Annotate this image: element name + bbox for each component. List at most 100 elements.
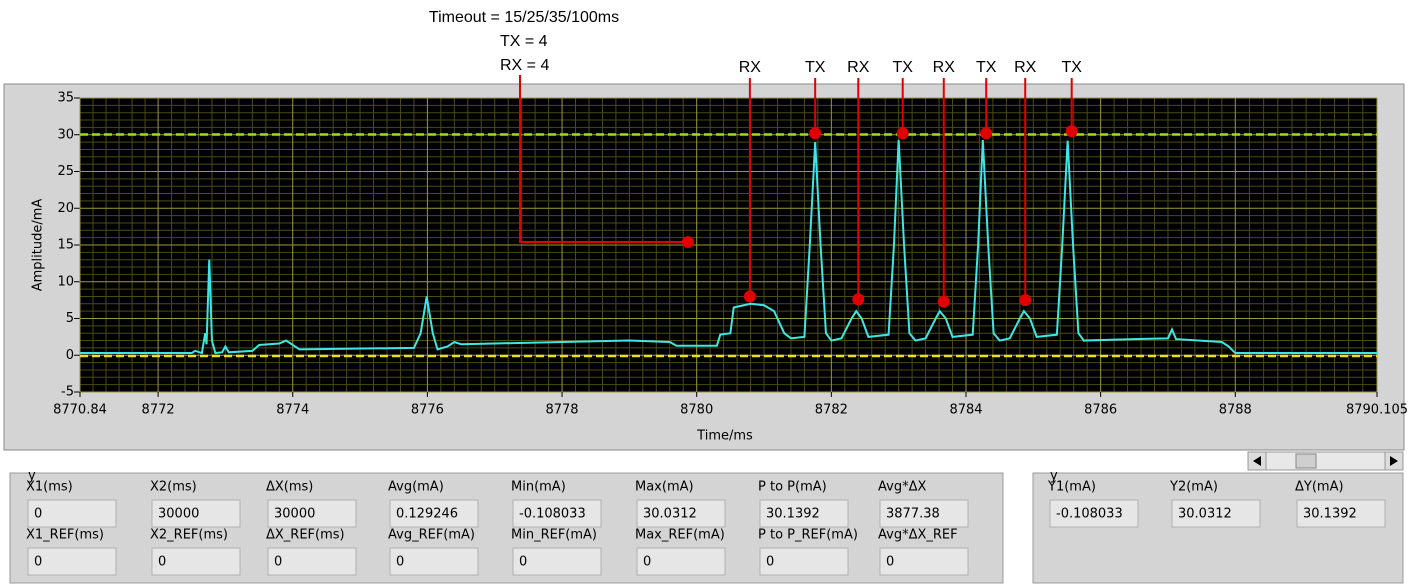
- x-axis-label: Time/ms: [696, 429, 753, 444]
- x-tick-label: 8786: [1084, 403, 1117, 418]
- field-box: [759, 547, 849, 576]
- annotation-label: TX: [892, 59, 913, 76]
- x-tick-label: 8780: [680, 403, 713, 418]
- y-tick-label: 0: [66, 348, 74, 363]
- field-box: [512, 499, 602, 528]
- annotation-point: [1019, 294, 1032, 307]
- field-value: -0.108033: [1056, 507, 1123, 522]
- field-label: X1_REF(ms): [26, 528, 104, 543]
- field-label: Avg_REF(mA): [388, 528, 475, 543]
- scroll-track[interactable]: [1247, 451, 1404, 471]
- y-tick-label: 25: [57, 164, 74, 179]
- field-value: 0: [34, 507, 42, 522]
- field-value: 0.129246: [396, 507, 458, 522]
- field-box: [1049, 499, 1139, 528]
- field-box: [151, 499, 241, 528]
- y-tick-label: 15: [57, 238, 74, 253]
- field-box: [267, 499, 357, 528]
- field-value: 0: [274, 555, 282, 570]
- annotation-label: TX: [976, 59, 997, 76]
- field-label: Avg*ΔX: [878, 480, 926, 495]
- field-label: Avg(mA): [388, 480, 444, 495]
- field-label: Y2(mA): [1169, 480, 1218, 495]
- field-box: [27, 499, 117, 528]
- note-line: Timeout = 15/25/35/100ms: [429, 9, 619, 26]
- field-value: 0: [396, 555, 404, 570]
- annotation-label: RX: [847, 59, 870, 76]
- field-box: [389, 499, 479, 528]
- field-label: Y1(mA): [1047, 480, 1096, 495]
- field-box: [1171, 499, 1261, 528]
- annotation-label: RX: [1014, 59, 1037, 76]
- field-label: X2_REF(ms): [150, 528, 228, 543]
- note-leader: [519, 75, 688, 244]
- annotation-point: [896, 127, 909, 140]
- field-value: -0.108033: [519, 507, 586, 522]
- annotation-point: [937, 295, 950, 308]
- field-label: P to P_REF(mA): [758, 528, 858, 543]
- field-box: [389, 547, 479, 576]
- y-axis-label: Amplitude/mA: [31, 199, 46, 292]
- field-label: Min(mA): [511, 480, 566, 495]
- scrollbar[interactable]: [1247, 451, 1404, 471]
- arrow-right: [1390, 456, 1398, 466]
- field-box: [27, 547, 117, 576]
- y-tick-label: 35: [57, 91, 74, 106]
- field-value: 0: [519, 555, 527, 570]
- field-box: [879, 499, 969, 528]
- field-box: [759, 499, 849, 528]
- field-label: Avg*ΔX_REF: [878, 528, 958, 543]
- field-label: X2(ms): [150, 480, 197, 495]
- arrow-left: [1253, 456, 1261, 466]
- x-tick-label: 8770.84: [53, 403, 107, 418]
- field-value: 30.0312: [1178, 507, 1232, 522]
- y-tick-label: 20: [57, 201, 74, 216]
- x-tick-label: 8776: [411, 403, 444, 418]
- y-tick-label: 5: [66, 311, 74, 326]
- field-value: 30000: [158, 507, 199, 522]
- field-label: ΔY(mA): [1295, 480, 1344, 495]
- group-label: y: [1050, 469, 1058, 484]
- group-label: y: [28, 469, 36, 484]
- field-label: Max(mA): [635, 480, 694, 495]
- field-value: 30.0312: [643, 507, 697, 522]
- note-line: RX = 4: [500, 57, 549, 74]
- y-tick-label: -5: [61, 385, 74, 400]
- x-tick-label: 8774: [276, 403, 309, 418]
- field-value: 0: [886, 555, 894, 570]
- field-label: Min_REF(mA): [511, 528, 597, 543]
- field-value: 0: [766, 555, 774, 570]
- x-tick-label: 8772: [142, 403, 175, 418]
- x-tick-label: 8784: [949, 403, 982, 418]
- y-tick-label: 10: [57, 274, 74, 289]
- field-label: ΔX(ms): [266, 480, 313, 495]
- field-label: Max_REF(mA): [635, 528, 725, 543]
- field-label: ΔX_REF(ms): [266, 528, 345, 543]
- y-tick-label: 30: [57, 127, 74, 142]
- field-box: [512, 547, 602, 576]
- x-tick-label: 8778: [545, 403, 578, 418]
- note-point: [681, 236, 694, 249]
- field-box: [151, 547, 241, 576]
- scroll-thumb[interactable]: [1295, 453, 1317, 469]
- field-label: X1(ms): [26, 480, 73, 495]
- x-tick-label: 8788: [1219, 403, 1252, 418]
- field-value: 30.1392: [1303, 507, 1357, 522]
- field-value: 3877.38: [886, 507, 940, 522]
- note-line: TX = 4: [500, 33, 548, 50]
- field-value: 30000: [274, 507, 315, 522]
- y-measure-group: [1032, 472, 1404, 584]
- field-box: [636, 499, 726, 528]
- field-box: [267, 547, 357, 576]
- field-box: [636, 547, 726, 576]
- annotation-label: RX: [739, 59, 762, 76]
- annotation-label: RX: [933, 59, 956, 76]
- field-value: 0: [34, 555, 42, 570]
- field-box: [879, 547, 969, 576]
- annotation-label: TX: [805, 59, 826, 76]
- x-tick-label: 8782: [815, 403, 848, 418]
- x-tick-label: 8790.105: [1346, 403, 1408, 418]
- field-label: P to P(mA): [758, 480, 827, 495]
- annotation-point: [809, 127, 822, 140]
